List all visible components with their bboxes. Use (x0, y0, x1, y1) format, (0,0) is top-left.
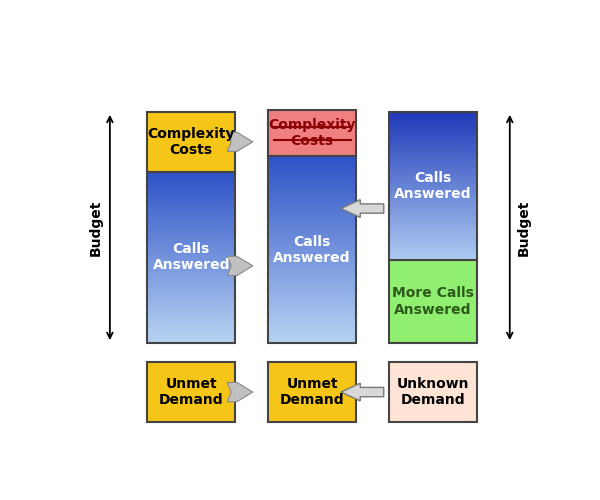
Bar (268, 362, 356, 422)
Bar (268, 156, 356, 343)
Text: More Calls
Answered: More Calls Answered (392, 286, 474, 316)
Polygon shape (341, 200, 384, 218)
Text: Budget: Budget (517, 200, 531, 256)
Polygon shape (227, 256, 253, 276)
Text: Complexity
Costs: Complexity Costs (148, 126, 235, 157)
Text: Calls
Answered: Calls Answered (394, 171, 472, 201)
Text: Calls
Answered: Calls Answered (152, 242, 230, 272)
Polygon shape (227, 382, 253, 402)
Text: Complexity
Costs: Complexity Costs (268, 118, 356, 148)
Text: Unknown
Demand: Unknown Demand (397, 377, 469, 407)
Text: Unmet
Demand: Unmet Demand (280, 377, 344, 407)
Text: Budget: Budget (89, 200, 103, 256)
Bar (147, 362, 235, 422)
Bar (147, 172, 235, 343)
Polygon shape (341, 383, 384, 401)
Bar (268, 110, 356, 156)
Text: Calls
Answered: Calls Answered (274, 234, 351, 264)
Bar (389, 362, 477, 422)
Polygon shape (227, 132, 253, 152)
Bar (389, 260, 477, 343)
Text: Unmet
Demand: Unmet Demand (159, 377, 224, 407)
Bar (389, 112, 477, 260)
Bar (147, 112, 235, 172)
